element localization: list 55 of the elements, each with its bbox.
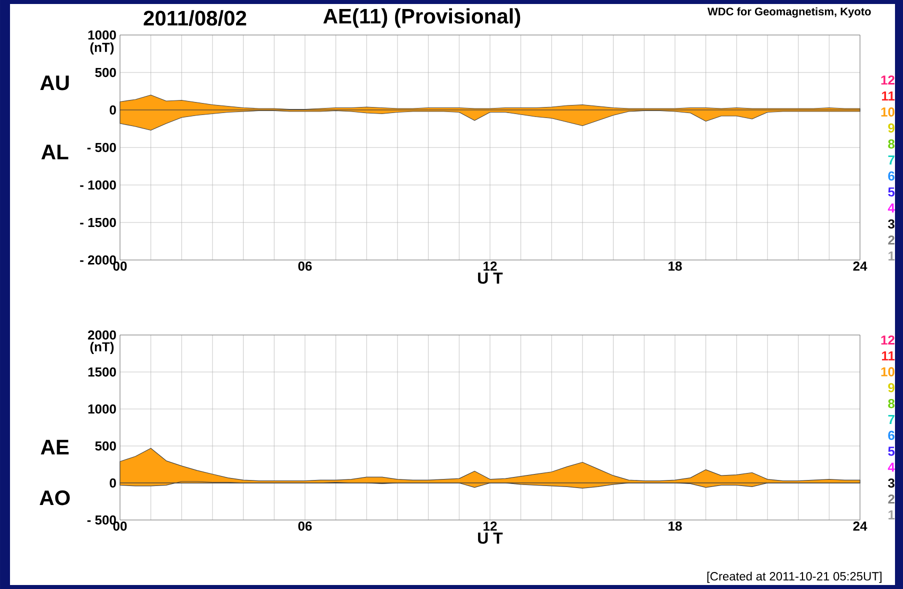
y-tick-label: 0 [110, 478, 116, 488]
y-tick-label: - 1000 [80, 180, 116, 190]
text: 8 [888, 139, 895, 149]
y-axis-title: (nT) [90, 342, 114, 354]
text: 2 [888, 235, 894, 245]
x-tick-label: 24 [853, 522, 868, 531]
text: WDC for Geomagnetism, Kyoto [708, 7, 871, 18]
x-tick-label: 06 [298, 262, 312, 271]
text: 1 [888, 510, 895, 520]
x-tick-label: 12 [484, 262, 497, 271]
text: 9 [888, 383, 894, 392]
y-tick-label: 2000 [88, 330, 116, 340]
y-tick-label: 500 [95, 68, 116, 78]
text: AU [40, 76, 69, 90]
y-tick-label: 1000 [88, 404, 116, 414]
text: AL [41, 144, 68, 160]
text: AE [40, 440, 69, 454]
y-tick-label: 1500 [88, 367, 116, 377]
text: 4 [888, 204, 895, 212]
x-tick-label: 24 [853, 262, 868, 271]
text: 8 [888, 398, 895, 408]
text: 1 [888, 252, 895, 260]
text: 6 [888, 171, 894, 181]
text: AO [40, 490, 70, 506]
text: 10 [881, 107, 894, 117]
text: 5 [888, 446, 895, 456]
chart-subtitle: AE(11) (Provisional) [323, 8, 520, 28]
chart-title: 2011/08/02 [144, 10, 246, 26]
y-tick-label: 500 [95, 441, 116, 451]
text: 7 [888, 415, 894, 424]
text: 7 [888, 156, 894, 164]
text: 9 [888, 123, 894, 133]
text: 5 [888, 187, 895, 197]
text: 10 [881, 367, 894, 376]
text: 3 [888, 478, 894, 488]
y-tick-label: - 1500 [80, 218, 116, 228]
x-tick-label: 18 [668, 522, 682, 531]
x-tick-label: 18 [668, 262, 682, 271]
y-axis-title: (nT) [90, 42, 114, 55]
text: 11 [882, 92, 895, 100]
text: [Created at 2011-10-21 05:25UT] [707, 572, 882, 583]
text: 3 [888, 219, 894, 229]
text: 6 [888, 430, 894, 440]
y-tick-label: 1000 [88, 30, 116, 40]
x-axis-title: U T [478, 272, 503, 284]
x-tick-label: 06 [298, 522, 312, 531]
x-axis-title: U T [478, 532, 503, 544]
text: 12 [881, 335, 894, 345]
text: 12 [881, 75, 894, 85]
y-tick-label: - 500 [87, 142, 116, 152]
y-tick-label: 0 [110, 105, 116, 115]
text: 4 [888, 462, 895, 472]
text: 11 [882, 351, 895, 360]
x-tick-label: 12 [484, 522, 497, 531]
text: 2 [888, 494, 894, 504]
